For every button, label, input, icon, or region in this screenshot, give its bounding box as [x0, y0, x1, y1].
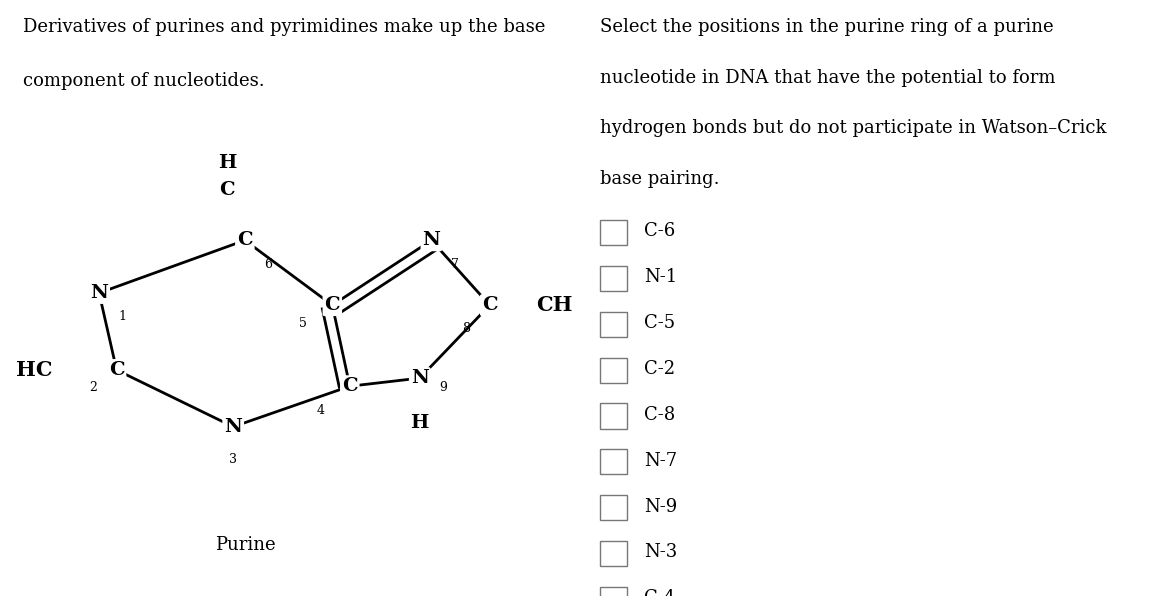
Text: hydrogen bonds but do not participate in Watson–Crick: hydrogen bonds but do not participate in…	[600, 119, 1107, 137]
Text: N: N	[410, 369, 429, 387]
Text: C-6: C-6	[644, 222, 675, 240]
Text: N-3: N-3	[644, 544, 677, 561]
Text: C: C	[237, 231, 253, 249]
Text: Derivatives of purines and pyrimidines make up the base: Derivatives of purines and pyrimidines m…	[23, 18, 546, 36]
Text: N-1: N-1	[644, 268, 677, 286]
Text: HC: HC	[16, 360, 52, 380]
Text: C-8: C-8	[644, 406, 675, 424]
Text: Purine: Purine	[215, 536, 275, 554]
Text: H: H	[410, 414, 429, 432]
Bar	[600, 495, 627, 520]
Text: 9: 9	[440, 380, 447, 393]
Text: 8: 8	[463, 322, 470, 336]
Text: nucleotide in DNA that have the potential to form: nucleotide in DNA that have the potentia…	[600, 69, 1056, 86]
Text: N: N	[90, 284, 108, 302]
Bar	[600, 220, 627, 245]
Bar	[600, 403, 627, 429]
Text: base pairing.: base pairing.	[600, 170, 719, 188]
Text: C: C	[324, 296, 340, 314]
Text: C-5: C-5	[644, 314, 675, 332]
Text: 5: 5	[300, 316, 307, 330]
Text: N-7: N-7	[644, 452, 677, 470]
Bar	[600, 266, 627, 291]
Text: 6: 6	[265, 257, 272, 271]
Text: Select the positions in the purine ring of a purine: Select the positions in the purine ring …	[600, 18, 1054, 36]
Text: 3: 3	[230, 453, 237, 466]
Text: C: C	[108, 361, 125, 379]
Text: 4: 4	[317, 403, 324, 417]
Text: C: C	[482, 296, 498, 314]
Bar	[600, 449, 627, 474]
Text: N: N	[422, 231, 441, 249]
Text: C-2: C-2	[644, 360, 675, 378]
Bar	[600, 541, 627, 566]
Bar	[600, 587, 627, 596]
Text: 2: 2	[90, 381, 97, 395]
Bar	[600, 312, 627, 337]
Text: H: H	[218, 154, 237, 172]
Text: C: C	[342, 377, 358, 395]
Text: 1: 1	[119, 311, 126, 324]
Text: C-4: C-4	[644, 589, 675, 596]
Text: C: C	[219, 181, 236, 198]
Text: N: N	[224, 418, 243, 436]
Text: component of nucleotides.: component of nucleotides.	[23, 72, 265, 89]
Bar	[600, 358, 627, 383]
Text: CH: CH	[536, 295, 573, 315]
Text: 7: 7	[451, 257, 458, 271]
Text: N-9: N-9	[644, 498, 677, 516]
